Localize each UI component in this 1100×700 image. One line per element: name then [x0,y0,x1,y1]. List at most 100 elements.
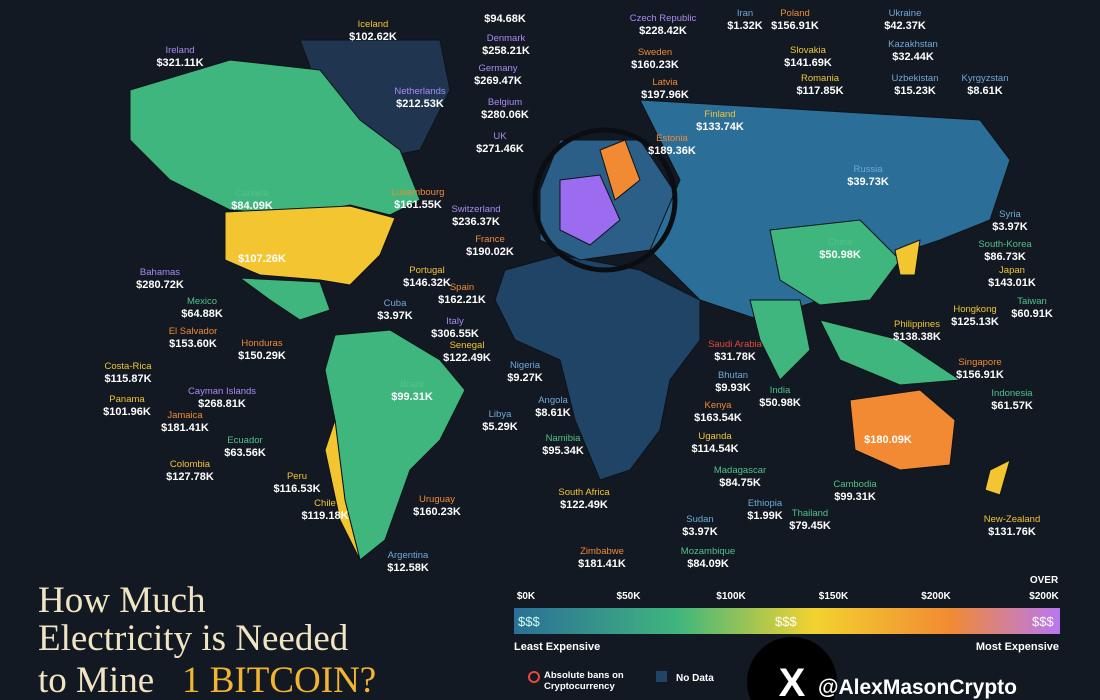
country-value: $268.81K [198,398,246,410]
country-name: Switzerland [451,204,500,215]
ban-label: Absolute bans on Cryptocurrency [544,670,624,692]
country-name: Bhutan [718,370,748,381]
country-value: $180.09K [864,434,912,446]
handle: @AlexMasonCrypto [818,676,1017,699]
country-name: Jamaica [167,410,203,421]
country-name: Taiwan [1017,296,1047,307]
country-name: Uruguay [419,494,455,505]
country-labels: $94.68K Czech Republic$228.42K Iran$1.32K P… [103,8,1053,574]
country-name: Uganda [698,431,732,442]
country-value: $1.99K [747,510,783,522]
legend-over-value: $200K [1029,591,1059,602]
country-value: $280.72K [136,279,184,291]
country-name: Germany [478,63,517,74]
country-value: $280.06K [481,109,529,121]
country-value: $190.02K [466,246,514,258]
x-glyph: X [779,661,806,700]
country-name: Hongkong [953,304,996,315]
country-value: $99.31K [391,391,433,403]
legend-tick: $0K [517,591,536,602]
country-name: Sudan [686,514,713,525]
country-name: Japan [999,265,1025,276]
country-value: $61.57K [991,400,1033,412]
mid-symbol: $$$ [775,614,797,629]
country-value: $12.58K [387,562,429,574]
country-name: Iran [737,8,753,19]
low-symbol: $$$ [518,614,540,629]
legend-tick: $150K [819,591,849,602]
country-value: $102.62K [349,31,397,43]
country-value: $99.31K [834,491,876,503]
country-name: Kazakhstan [888,39,938,50]
title-line: Electricity is Needed [38,618,349,659]
country-name: Ethiopia [748,498,783,509]
country-value: $181.41K [161,422,209,434]
country-value: $189.36K [648,145,696,157]
country-value: $131.76K [988,526,1036,538]
country-name: Portugal [409,265,444,276]
country-value: $117.85K [796,85,843,97]
country-value: $116.53K [273,483,320,495]
legend-over: OVER [1030,575,1059,586]
country-name: Poland [780,8,810,19]
ban-icon [528,671,540,683]
country-value: $32.44K [892,51,934,63]
country-value: $60.91K [1011,308,1053,320]
country-name: Estonia [656,133,688,144]
country-name: South Africa [558,487,610,498]
country-value: $181.41K [578,558,626,570]
country-value: $156.91K [956,369,1004,381]
country-value: $9.27K [507,372,543,384]
country-value: $9.93K [715,382,751,394]
country-value: $133.74K [696,121,744,133]
country-name: Cayman Islands [188,386,256,397]
country-value: $153.60K [169,338,217,350]
country-name: Angola [538,395,568,406]
country-name: Ukraine [889,8,922,19]
country-value: $163.54K [694,412,742,424]
country-name: Italy [446,316,464,327]
country-name: Honduras [241,338,282,349]
title-highlight: 1 BITCOIN? [182,660,376,700]
legend: OVER $200K $$$ $$$ $$$ Least Expensive M… [514,575,1060,700]
country-value: $3.97K [377,310,413,322]
country-name: Philippines [894,319,940,330]
country-name: Latvia [652,77,678,88]
country-name: Sweden [638,47,672,58]
country-value: $84.09K [687,558,729,570]
country-name: Cuba [384,298,407,309]
country-name: Nigeria [510,360,541,371]
country-value: $1.32K [727,20,763,32]
ban-label-box: Absolute bans on Cryptocurrency [544,670,624,692]
country-name: Colombia [170,459,211,470]
country-name: Uzbekistan [892,73,939,84]
title-line: to Mine [38,660,154,700]
country-value: $84.75K [719,477,761,489]
title: How Much Electricity is Needed to Mine 1… [38,580,376,700]
country-value: $306.55K [431,328,479,340]
country-name: Thailand [792,508,828,519]
country-name: Mozambique [681,546,735,557]
country-value: $141.69K [784,57,832,69]
country-name: Indonesia [991,388,1033,399]
country-value: $84.09K [231,200,273,212]
x-logo [747,637,837,700]
country-name: Russia [853,164,883,175]
country-name: South-Korea [978,239,1032,250]
country-value: $101.96K [103,406,151,418]
country-name: Canada [235,188,269,199]
country-name: Netherlands [394,86,445,97]
country-name: Syria [999,209,1021,220]
country-value: $127.78K [166,471,214,483]
high-symbol: $$$ [1032,614,1054,629]
country-name: Senegal [450,340,485,351]
country-value: $162.21K [438,294,486,306]
country-value: $122.49K [443,352,491,364]
country-value: $114.54K [691,443,738,455]
country-name: Finland [704,109,735,120]
landmass [129,39,1011,561]
country-value: $138.38K [893,331,941,343]
country-value: $3.97K [682,526,718,538]
country-value: $86.73K [984,251,1026,263]
